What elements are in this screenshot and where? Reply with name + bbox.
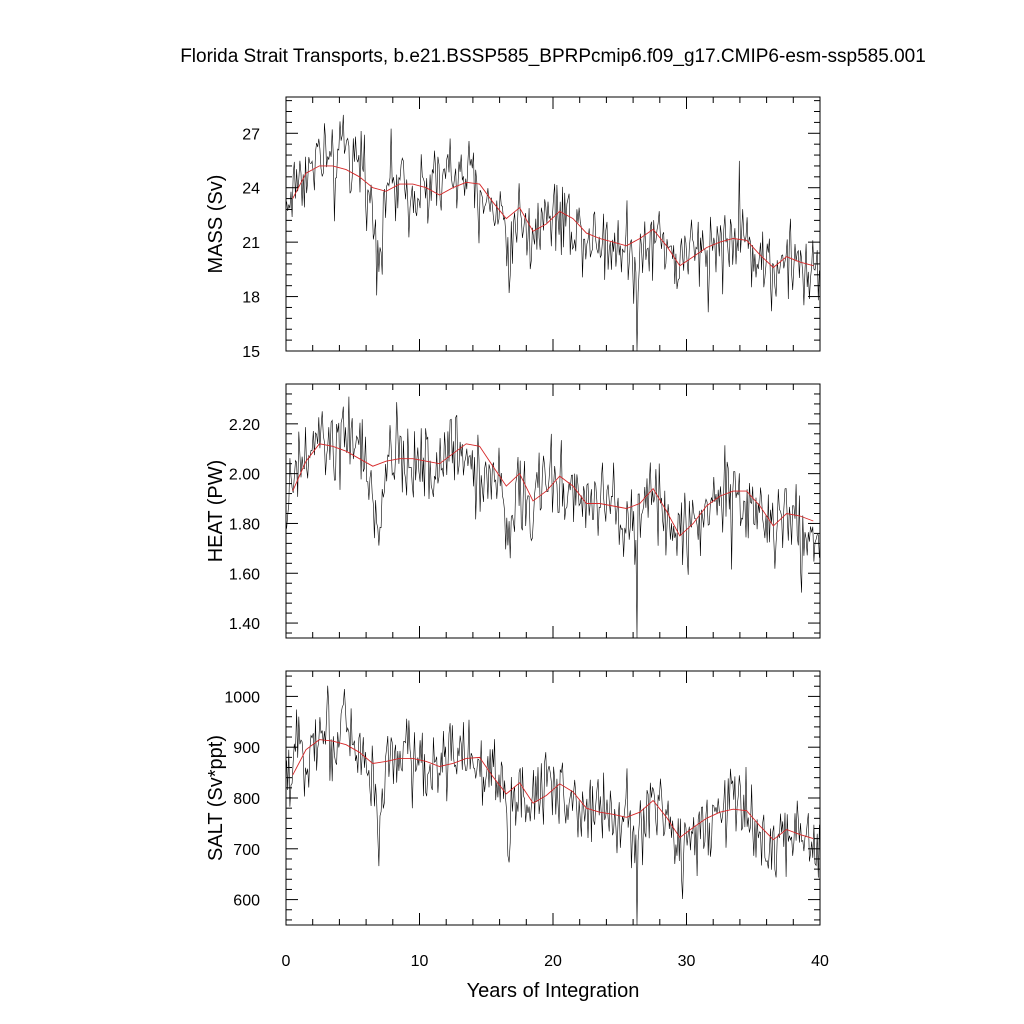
y-axis-label: SALT (Sv*ppt) [205, 735, 227, 861]
y-tick-label: 1.60 [229, 566, 260, 583]
y-tick-label: 1.80 [229, 516, 260, 533]
y-tick-label: 2.20 [229, 417, 260, 434]
x-axis-label: Years of Integration [467, 980, 640, 1002]
y-tick-label: 27 [242, 126, 260, 143]
annual-mean-line [292, 165, 814, 269]
x-tick-label: 20 [544, 953, 562, 970]
y-tick-label: 2.00 [229, 467, 260, 484]
x-tick-label: 30 [678, 953, 696, 970]
y-tick-label: 18 [242, 290, 260, 307]
y-tick-label: 24 [242, 181, 260, 198]
annual-mean-line [292, 443, 814, 537]
y-tick-label: 600 [233, 893, 260, 910]
monthly-series-line [286, 114, 820, 352]
x-tick-label: 0 [282, 953, 291, 970]
y-tick-label: 1000 [224, 689, 260, 706]
annual-mean-line [292, 739, 814, 841]
y-tick-label: 800 [233, 791, 260, 808]
chart-title: Florida Strait Transports, b.e21.BSSP585… [180, 46, 926, 67]
y-axis-label: MASS (Sv) [205, 175, 227, 274]
y-tick-label: 1.40 [229, 616, 260, 633]
y-tick-label: 700 [233, 842, 260, 859]
monthly-series-line [286, 396, 820, 639]
y-tick-label: 21 [242, 235, 260, 252]
y-tick-label: 900 [233, 740, 260, 757]
y-axis-label: HEAT (PW) [205, 460, 227, 563]
y-tick-label: 15 [242, 344, 260, 361]
x-tick-label: 10 [411, 953, 429, 970]
x-tick-label: 40 [811, 953, 829, 970]
monthly-series-line [286, 685, 820, 926]
